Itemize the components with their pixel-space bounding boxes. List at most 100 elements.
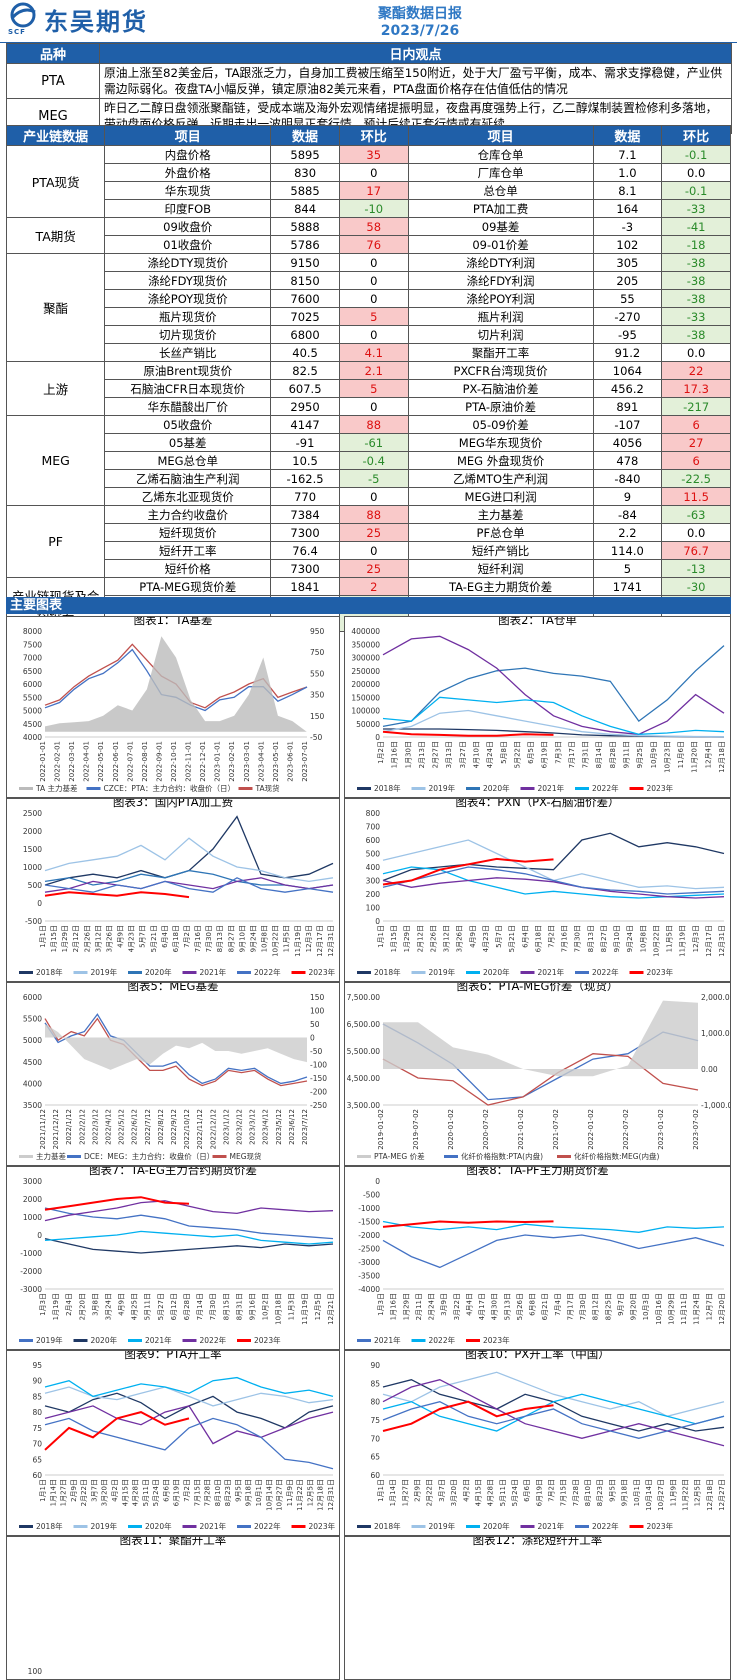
item-value: 607.5 [270, 379, 340, 398]
item-value: 1.0 [592, 163, 663, 182]
item-value: 305 [592, 253, 663, 272]
chart-title: 图表6：PTA-MEG价差（现货） [456, 982, 619, 993]
x-tick-label: 4月9日 [118, 1293, 126, 1316]
y2-tick-label: 350 [310, 691, 325, 700]
chart-9: 95 90 85 80 75 70 65 60 1月1日 1月14日 1月27日 2月9日 2月22日 3… [6, 1350, 340, 1536]
item-value: 7.1 [592, 145, 663, 164]
x-tick-label: 4月25日 [131, 1293, 139, 1320]
x-tick-label: 12月5日 [314, 1293, 322, 1320]
item-value: -162.5 [270, 469, 340, 488]
x-tick-label: 10月18日 [275, 1293, 283, 1325]
item-change: -5 [338, 469, 409, 488]
x-tick-label: 1月29日 [403, 925, 411, 952]
item-value: 456.2 [592, 379, 663, 398]
chart-title: 图表7：TA-EG主力合约期货价差 [89, 1166, 257, 1177]
x-tick-label: 11月5日 [283, 925, 291, 952]
data-row: 产业链现货及合约价差 PTA-MEG现货价差 1841 2 TA-EG主力期货价差 174… [5, 577, 731, 632]
x-tick-label: 2021/11/12 [39, 1109, 47, 1149]
x-tick-label: 11月19日 [294, 925, 302, 957]
item-value: 8150 [270, 271, 340, 290]
x-tick-label: 2022/4/12 [105, 1109, 113, 1145]
legend-swatch [466, 1525, 480, 1528]
y-tick-label: 85 [32, 1392, 42, 1401]
line-series [44, 1196, 190, 1211]
x-tick-label: 7月2日 [548, 925, 556, 948]
item-value: 770 [270, 487, 340, 506]
legend-label: MEG现货 [230, 1151, 263, 1161]
legend-swatch [237, 1525, 251, 1528]
line-series [44, 1411, 190, 1451]
x-tick-label: 1月1日 [39, 925, 47, 948]
item-name: 外盘价格 [104, 163, 272, 182]
item-change: 0 [338, 253, 409, 272]
y-tick-label: 300000 [351, 654, 380, 663]
view-header-row: 品种 日内观点 [6, 43, 732, 64]
x-tick-label: 11月9日 [286, 1479, 294, 1506]
x-tick-label: 8月28日 [609, 741, 617, 768]
line-series [382, 857, 554, 886]
y-tick-label: 600 [366, 836, 381, 845]
x-tick-label: 2月20日 [78, 1293, 86, 1320]
x-tick-label: 1月14日 [49, 1479, 57, 1506]
item-name: 仓库仓单 [407, 145, 594, 164]
legend-swatch [520, 787, 535, 790]
y-tick-label: 2000 [23, 1195, 42, 1204]
y-tick-label: -4000 [358, 1285, 380, 1294]
x-tick-label: 2022/1/12 [65, 1109, 73, 1145]
x-tick-label: 5月11日 [144, 1293, 152, 1320]
x-tick-label: 8月27日 [227, 925, 235, 952]
x-tick-label: 6月19日 [173, 1479, 181, 1506]
legend-swatch [19, 1339, 33, 1342]
item-change: 88 [338, 415, 409, 434]
x-tick-label: 2月24日 [428, 1293, 436, 1320]
legend-swatch [520, 1525, 535, 1528]
y-tick-label: 65 [370, 1453, 380, 1462]
x-tick-label: 2022-03-01 [68, 741, 76, 782]
x-tick-label: 4月24日 [486, 741, 494, 768]
line-series [44, 1392, 334, 1429]
x-tick-label: 2022-07-01 [126, 741, 134, 782]
line-series [382, 866, 725, 895]
y-tick-label: 65 [32, 1455, 42, 1464]
legend-swatch [357, 971, 371, 974]
x-tick-label: 2022-04-01 [83, 741, 91, 782]
data-row: PF 主力合约收盘价 7384 88 主力基差 -84 -63 [5, 505, 731, 578]
x-tick-label: 5月24日 [152, 1479, 160, 1506]
x-tick-label: 10月8日 [261, 925, 269, 952]
legend-swatch [128, 971, 142, 974]
x-tick-label: 1月1日 [377, 1479, 385, 1502]
view-header-view: 日内观点 [99, 43, 732, 64]
x-tick-label: 1月1日 [377, 925, 385, 948]
x-tick-label: 10月14日 [645, 1479, 653, 1511]
item-change: 4.1 [338, 343, 409, 362]
x-tick-label: 6月18日 [534, 925, 542, 952]
legend-swatch [466, 1339, 480, 1342]
data-row: 05基差 -91 -61 MEG华东现货价 4056 27 [7, 433, 731, 452]
y-tick-label: 100 [366, 904, 381, 913]
item-change: 2.1 [338, 361, 409, 380]
item-value: 91.2 [592, 343, 663, 362]
legend-swatch [73, 1339, 88, 1342]
item-change: -0.1 [661, 181, 731, 200]
item-value: 102 [592, 235, 663, 254]
x-tick-label: 2022/10/12 [183, 1109, 191, 1149]
y-tick-label: 4000 [23, 1079, 42, 1088]
x-tick-label: 1月14日 [389, 1479, 397, 1506]
x-tick-label: 7月2日 [183, 1479, 191, 1502]
y-tick-label: 4500 [23, 1058, 42, 1067]
x-tick-label: 10月16日 [655, 1293, 663, 1325]
item-value: 9 [592, 487, 663, 506]
y-tick-label: 0 [37, 899, 42, 908]
line-series [382, 1401, 725, 1439]
item-change: 88 [338, 505, 409, 524]
chart-5: 6000 5500 5000 4500 4000 3500 150 100 50 0 -50 -100… [6, 982, 340, 1166]
chart-title: 图表5：MEG基差 [127, 982, 219, 993]
area-series [45, 1024, 307, 1070]
legend-label: 2019年 [91, 1521, 118, 1531]
x-tick-label: 8月10日 [214, 1479, 222, 1506]
item-value: 844 [270, 199, 340, 218]
x-tick-label: 4月2日 [462, 1479, 470, 1502]
plot-area: 7,500.00 6,500.00 5,500.00 4,500.00 3,500.00… [347, 993, 730, 1161]
y-tick-label: 500 [366, 850, 381, 859]
